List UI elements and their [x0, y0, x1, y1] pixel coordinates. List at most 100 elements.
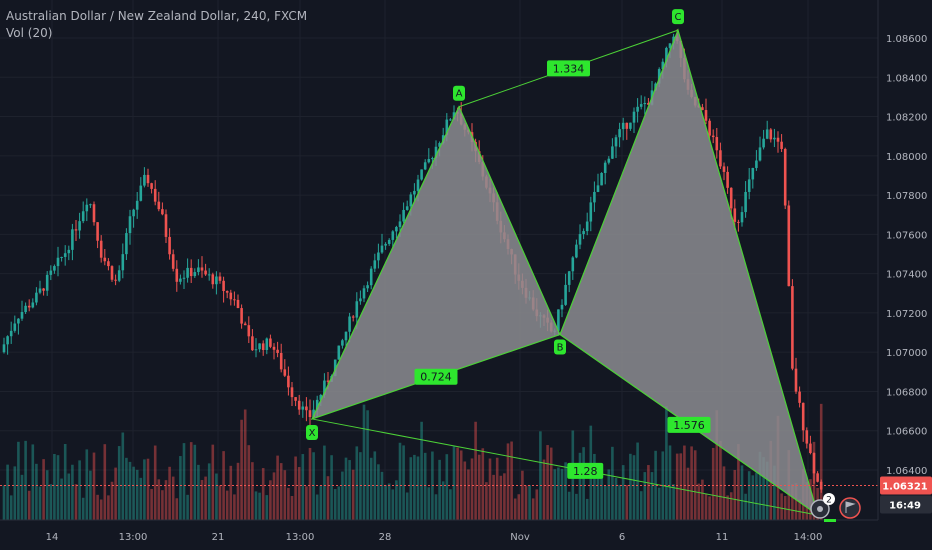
volume-bar	[632, 455, 636, 520]
volume-bar	[297, 467, 301, 520]
count-badge[interactable]: 2	[823, 493, 835, 506]
candle-body	[35, 292, 38, 303]
volume-bar	[546, 445, 549, 520]
ratio-label-x-b[interactable]: 0.724	[414, 368, 458, 385]
candle-body	[791, 286, 794, 369]
candle-body	[265, 338, 269, 351]
candle-body	[6, 336, 9, 345]
candle-body	[373, 260, 377, 269]
candle-body	[222, 280, 225, 292]
candle-body	[60, 256, 63, 258]
time-tick-label: 14	[46, 532, 59, 543]
candle-body	[704, 110, 708, 121]
candle-body	[413, 190, 416, 195]
flag-badge[interactable]	[839, 497, 861, 519]
candle-body	[427, 158, 431, 163]
volume-bar	[326, 476, 330, 520]
candle-body	[96, 222, 99, 241]
candle-body	[593, 191, 596, 203]
volume-bar	[85, 449, 89, 520]
alert-badge[interactable]	[810, 499, 830, 519]
volume-bar	[585, 498, 589, 520]
point-label-box	[453, 85, 465, 101]
volume-bar	[683, 445, 686, 520]
volume-bar	[499, 475, 503, 520]
candle-body	[85, 204, 89, 212]
volume-bar	[193, 444, 197, 520]
volume-bar	[625, 485, 629, 520]
point-label-c[interactable]: C	[672, 9, 684, 25]
candle-body	[812, 453, 816, 474]
candle-body	[200, 267, 204, 271]
candle-body	[27, 305, 31, 308]
candle-body	[740, 212, 744, 223]
volume-bar	[114, 467, 117, 520]
candle-body	[341, 340, 344, 346]
ratio-label-x-d[interactable]: 1.28	[567, 462, 604, 479]
ratio-label-a-c[interactable]: 1.334	[547, 60, 590, 77]
candle-body	[665, 47, 668, 62]
time-tick-label: 13:00	[286, 532, 315, 543]
pattern-triangle-bcd[interactable]	[559, 28, 820, 517]
volume-bar	[611, 446, 614, 520]
volume-bar	[333, 489, 337, 520]
volume-bar	[17, 441, 20, 520]
volume-bar	[629, 453, 632, 520]
volume-bar	[60, 478, 63, 520]
volume-bar	[521, 470, 524, 520]
time-axis[interactable]: 14 13:00 21 13:00 28 Nov 6 11 14:00	[0, 519, 878, 550]
volume-bar	[222, 451, 225, 520]
volume-bar	[362, 404, 366, 520]
candle-body	[423, 162, 427, 170]
volume-bar	[287, 487, 290, 520]
candle-body	[582, 231, 585, 235]
flag-badge-circle	[839, 497, 861, 519]
volume-bar	[373, 451, 377, 520]
candle-body	[643, 102, 647, 105]
volume-bar	[2, 485, 6, 520]
harmonic-pattern[interactable]: 1.334 0.724 1.576 1.28 X A B C	[306, 9, 820, 517]
candle-body	[744, 191, 747, 213]
volume-bar	[398, 442, 402, 520]
point-label-x[interactable]: X	[306, 424, 318, 440]
volume-bar	[319, 485, 323, 520]
candle-body	[9, 330, 13, 337]
volume-bar	[233, 494, 236, 520]
volume-bar	[265, 495, 269, 520]
candle-body	[614, 137, 618, 147]
candle-body	[758, 147, 762, 161]
volume-bar	[139, 477, 143, 520]
volume-bar	[323, 445, 326, 520]
volume-bar	[71, 464, 74, 520]
volume-bar	[110, 481, 114, 520]
candle-body	[618, 129, 621, 138]
volume-bar	[117, 446, 121, 520]
candle-body	[164, 214, 168, 237]
volume-bar	[135, 469, 139, 520]
volume-bar	[35, 463, 38, 520]
chart-badges[interactable]: 2	[810, 493, 861, 522]
pattern-line-xd[interactable]	[311, 418, 819, 516]
candle-body	[711, 135, 715, 138]
candle-body	[117, 270, 121, 281]
volume-bar	[243, 409, 247, 520]
point-label-a[interactable]: A	[453, 85, 465, 101]
candle-body	[639, 104, 643, 107]
candle-body	[719, 150, 722, 167]
point-label-b[interactable]: B	[554, 339, 566, 355]
candle-body	[787, 205, 791, 287]
volume-bar	[729, 492, 733, 520]
volume-bar	[618, 484, 621, 520]
price-axis[interactable]: 1.08600 1.08400 1.08200 1.08000 1.07800 1.076…	[877, 0, 932, 550]
candle-body	[420, 169, 423, 180]
volume-bar	[621, 465, 625, 520]
volume-bar	[355, 446, 359, 520]
volume-bar	[96, 494, 99, 520]
candle-body	[132, 209, 135, 217]
volume-bar	[441, 481, 445, 520]
volume-bar	[575, 493, 578, 520]
volume-bar	[168, 466, 171, 520]
ratio-label-b-d[interactable]: 1.576	[667, 416, 711, 433]
volume-bar	[578, 452, 582, 520]
